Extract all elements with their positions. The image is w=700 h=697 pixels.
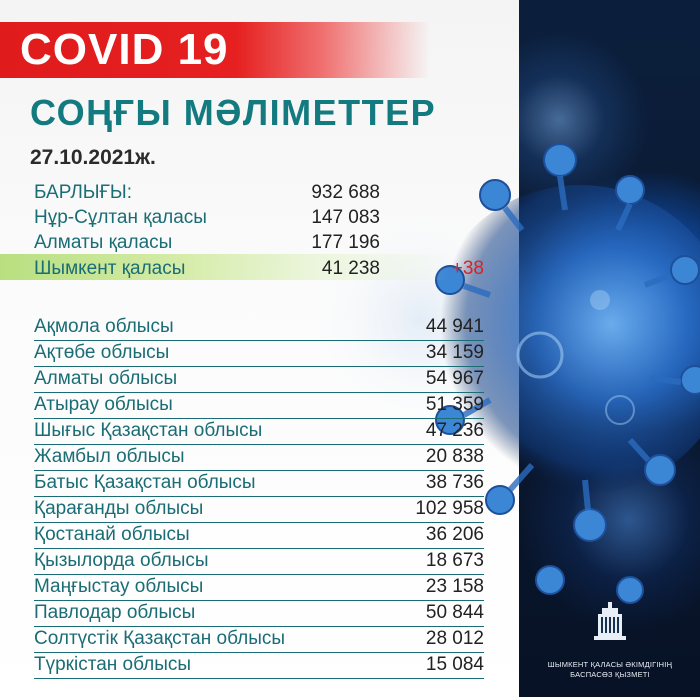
summary-row-shymkent: Шымкент қаласы 41 238 [34,256,380,282]
region-label: Шығыс Қазақстан облысы [34,420,263,441]
summary-label: Шымкент қаласы [34,258,186,279]
region-row: Түркістан облысы 15 084 [34,652,484,679]
region-value: 28 012 [425,628,484,649]
region-label: Қызылорда облысы [34,550,209,571]
summary-row-nur-sultan: Нұр-Сұлтан қаласы 147 083 [34,205,380,231]
banner-title: COVID 19 [20,25,229,74]
region-label: Атырау облысы [34,394,173,415]
region-row: Батыс Қазақстан облысы 38 736 [34,470,484,497]
region-label: Маңғыстау облысы [34,576,204,597]
region-label: Солтүстік Қазақстан облысы [34,628,286,649]
region-value: 102 958 [415,498,484,519]
region-row: Шығыс Қазақстан облысы 47 236 [34,418,484,445]
region-label: Түркістан облысы [34,654,192,675]
region-label: Қостанай облысы [34,524,190,545]
region-row: Қостанай облысы 36 206 [34,522,484,549]
region-value: 20 838 [425,446,484,467]
summary-label: БАРЛЫҒЫ: [34,182,133,203]
region-label: Батыс Қазақстан облысы [34,472,256,493]
summary-label: Нұр-Сұлтан қаласы [34,207,207,228]
region-value: 18 673 [425,550,484,571]
summary-value: 41 238 [321,258,380,279]
shymkent-delta: +38 [451,258,484,279]
page-heading: СОҢҒЫ МӘЛІМЕТТЕР [30,92,437,133]
summary-value: 932 688 [311,182,380,203]
region-label: Жамбыл облысы [34,446,185,467]
press-service-line2: БАСПАСӨЗ ҚЫЗМЕТІ [570,670,650,679]
region-row: Солтүстік Қазақстан облысы 28 012 [34,626,484,653]
region-label: Павлодар облысы [34,602,196,623]
summary-row-total: БАРЛЫҒЫ: 932 688 [34,180,380,206]
region-value: 54 967 [425,368,484,389]
region-value: 50 844 [425,602,484,623]
region-value: 51 359 [425,394,484,415]
region-row: Атырау облысы 51 359 [34,392,484,419]
region-row: Алматы облысы 54 967 [34,366,484,393]
region-label: Алматы облысы [34,368,178,389]
region-value: 15 084 [425,654,484,675]
region-value: 47 236 [425,420,484,441]
region-row: Ақтөбе облысы 34 159 [34,340,484,367]
region-row: Қарағанды облысы 102 958 [34,496,484,523]
press-service-line1: ШЫМКЕНТ ҚАЛАСЫ ӘКІМДІГІНІҢ [547,660,673,669]
region-row: Павлодар облысы 50 844 [34,600,484,627]
highlight-shymkent-row [0,254,450,280]
region-label: Ақтөбе облысы [34,342,170,363]
report-date: 27.10.2021ж. [30,146,156,169]
region-label: Қарағанды облысы [34,498,204,519]
region-row: Қызылорда облысы 18 673 [34,548,484,575]
summary-label: Алматы қаласы [34,232,173,253]
region-value: 34 159 [425,342,484,363]
summary-value: 177 196 [311,232,380,253]
region-value: 38 736 [425,472,484,493]
region-row: Ақмола облысы 44 941 [34,314,484,341]
press-service-caption: ШЫМКЕНТ ҚАЛАСЫ ӘКІМДІГІНІҢ БАСПАСӨЗ ҚЫЗМ… [530,660,690,680]
region-label: Ақмола облысы [34,316,174,337]
government-building-icon [594,602,626,640]
region-value: 23 158 [425,576,484,597]
summary-value: 147 083 [311,207,380,228]
summary-row-almaty-city: Алматы қаласы 177 196 [34,230,380,256]
region-row: Маңғыстау облысы 23 158 [34,574,484,601]
region-value: 36 206 [425,524,484,545]
region-row: Жамбыл облысы 20 838 [34,444,484,471]
region-value: 44 941 [425,316,484,337]
covid-banner [0,22,430,78]
